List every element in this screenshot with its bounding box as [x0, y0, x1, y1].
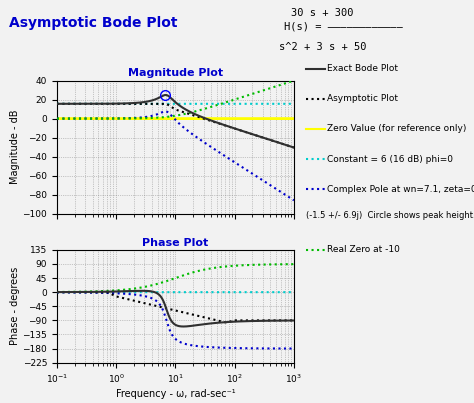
Text: Real Zero at -10: Real Zero at -10 — [327, 245, 400, 254]
Text: H(s) = ————————————: H(s) = ———————————— — [284, 21, 403, 31]
Text: s^2 + 3 s + 50: s^2 + 3 s + 50 — [279, 42, 366, 52]
Text: 30 s + 300: 30 s + 300 — [291, 8, 354, 18]
Y-axis label: Phase - degrees: Phase - degrees — [9, 267, 19, 345]
Text: Complex Pole at wn=7.1, zeta=0.21: Complex Pole at wn=7.1, zeta=0.21 — [327, 185, 474, 194]
Text: Exact Bode Plot: Exact Bode Plot — [327, 64, 398, 73]
Text: Zero Value (for reference only): Zero Value (for reference only) — [327, 125, 466, 133]
Text: Constant = 6 (16 dB) phi=0: Constant = 6 (16 dB) phi=0 — [327, 155, 453, 164]
Text: Asymptotic Bode Plot: Asymptotic Bode Plot — [9, 16, 178, 30]
Title: Magnitude Plot: Magnitude Plot — [128, 69, 223, 79]
Text: (-1.5 +/- 6.9j)  Circle shows peak height.: (-1.5 +/- 6.9j) Circle shows peak height… — [306, 211, 474, 220]
Y-axis label: Magnitude - dB: Magnitude - dB — [9, 110, 19, 184]
Text: Asymptotic Plot: Asymptotic Plot — [327, 94, 398, 103]
Title: Phase Plot: Phase Plot — [142, 238, 209, 248]
X-axis label: Frequency - ω, rad-sec⁻¹: Frequency - ω, rad-sec⁻¹ — [116, 389, 235, 399]
